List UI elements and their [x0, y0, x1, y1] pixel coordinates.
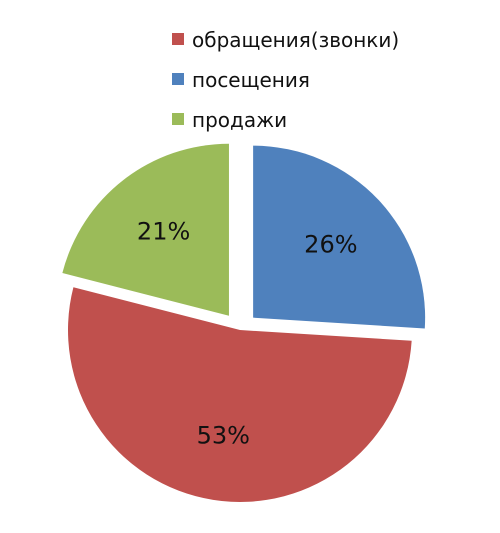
legend-entry-1: обращения(звонки) [192, 28, 399, 52]
legend-entry-2: посещения [192, 68, 310, 92]
pie-data-label-3: 21% [137, 218, 190, 246]
pie-data-label-2: 26% [304, 231, 357, 259]
pie-slice-2 [253, 145, 426, 329]
legend-swatch-1 [172, 33, 184, 45]
pie-data-label-1: 53% [197, 421, 250, 449]
pie-slice-3 [62, 143, 229, 316]
legend-entry-3: продажи [192, 108, 287, 132]
pie-slices [62, 143, 426, 503]
pie-data-labels: 26% 53% 21% [137, 218, 358, 450]
legend-swatch-3 [172, 113, 184, 125]
pie-slice-1 [67, 287, 412, 503]
legend-swatch-2 [172, 73, 184, 85]
legend: обращения(звонки) посещения продажи [172, 28, 399, 132]
